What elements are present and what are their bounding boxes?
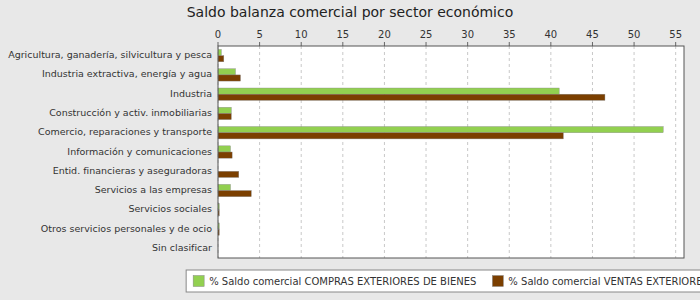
bar xyxy=(218,69,235,75)
grid-line xyxy=(384,46,385,258)
legend-swatch xyxy=(492,276,503,287)
category-labels: Agricultura, ganadería, silvicultura y p… xyxy=(8,49,212,253)
background xyxy=(0,0,700,300)
tick-mark xyxy=(592,42,593,46)
category-label: Comercio, reparaciones y transporte xyxy=(38,126,212,137)
bar xyxy=(218,152,232,158)
tick-mark xyxy=(426,42,427,46)
bars xyxy=(218,49,663,235)
tick-label: 20 xyxy=(378,29,391,40)
tick-mark xyxy=(675,42,676,46)
plot-area xyxy=(218,46,684,258)
bar xyxy=(218,94,605,100)
legend: % Saldo comercial COMPRAS EXTERIORES DE … xyxy=(186,270,700,292)
tick-mark xyxy=(550,42,551,46)
tick-mark xyxy=(467,42,468,46)
legend-label: % Saldo comercial COMPRAS EXTERIORES DE … xyxy=(209,276,476,287)
plot-frame xyxy=(218,46,684,258)
grid-line xyxy=(634,46,635,258)
tick-mark xyxy=(384,42,385,46)
tick-mark xyxy=(509,42,510,46)
bar xyxy=(218,113,231,119)
bar xyxy=(218,146,230,152)
bar xyxy=(218,133,563,139)
bar xyxy=(218,88,559,94)
bar xyxy=(218,171,239,177)
grid-line xyxy=(301,46,302,258)
title: Saldo balanza comercial por sector econó… xyxy=(187,4,514,20)
grid-line xyxy=(259,46,260,258)
series xyxy=(218,49,663,229)
category-label: Construcción y activ. inmobiliarias xyxy=(49,107,212,118)
category-label: Industria extractiva, energía y agua xyxy=(42,68,212,79)
tick-label: 30 xyxy=(461,29,474,40)
tick-mark xyxy=(259,42,260,46)
grid-line xyxy=(592,46,593,258)
legend-swatch xyxy=(193,276,204,287)
chart: Saldo balanza comercial por sector econó… xyxy=(0,0,700,300)
grid xyxy=(218,46,676,258)
bar xyxy=(218,127,663,133)
bar xyxy=(218,191,251,197)
bar xyxy=(218,184,230,190)
tick-label: 5 xyxy=(256,29,262,40)
category-label: Sin clasificar xyxy=(152,242,212,253)
tick-label: 15 xyxy=(336,29,349,40)
category-label: Industria xyxy=(170,88,212,99)
tick-label: 10 xyxy=(295,29,308,40)
category-label: Servicios sociales xyxy=(128,203,212,214)
grid-line xyxy=(550,46,551,258)
tick-mark xyxy=(342,42,343,46)
grid-line xyxy=(342,46,343,258)
legend-frame xyxy=(186,270,700,292)
tick-label: 50 xyxy=(628,29,641,40)
tick-mark xyxy=(301,42,302,46)
x-ticks: 0 5 10 15 20 25 30 35 40 45 50 55 xyxy=(215,29,682,46)
tick-label: 0 xyxy=(215,29,221,40)
grid-line xyxy=(509,46,510,258)
tick-label: 35 xyxy=(503,29,516,40)
category-label: Agricultura, ganadería, silvicultura y p… xyxy=(8,49,212,60)
tick-label: 45 xyxy=(586,29,599,40)
tick-mark xyxy=(634,42,635,46)
bar xyxy=(218,75,240,81)
bar xyxy=(218,107,231,113)
legend-label: % Saldo comercial VENTAS EXTERIORES xyxy=(508,276,700,287)
grid-line xyxy=(675,46,676,258)
grid-line xyxy=(426,46,427,258)
tick-label: 40 xyxy=(544,29,557,40)
tick-mark xyxy=(218,42,219,46)
tick-label: 25 xyxy=(420,29,433,40)
grid-line xyxy=(467,46,468,258)
category-label: Información y comunicaciones xyxy=(67,146,212,157)
series xyxy=(218,56,605,236)
category-label: Servicios a las empresas xyxy=(95,184,212,195)
category-label: Entid. financieras y aseguradoras xyxy=(53,165,212,176)
category-label: Otros servicios personales y de ocio xyxy=(41,223,212,234)
tick-label: 55 xyxy=(669,29,682,40)
bar xyxy=(218,56,224,62)
